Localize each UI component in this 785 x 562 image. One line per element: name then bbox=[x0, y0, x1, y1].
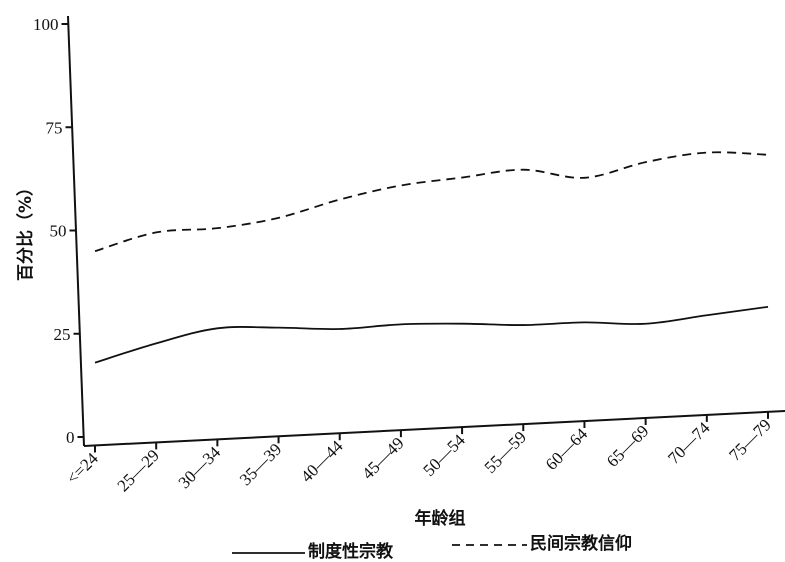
x-tick-label: <=24 bbox=[63, 448, 102, 487]
x-tick-label: 50—54 bbox=[419, 430, 469, 480]
x-axis-label: 年龄组 bbox=[415, 508, 466, 529]
y-tick-label: 0 bbox=[66, 428, 75, 447]
x-tick-label: 25—29 bbox=[114, 446, 163, 495]
y-tick-label: 25 bbox=[54, 325, 71, 344]
y-tick-label: 100 bbox=[33, 15, 59, 34]
x-tick-label: 40—44 bbox=[297, 436, 347, 486]
x-tick-label: 75—79 bbox=[725, 415, 774, 464]
x-tick-label: 35—39 bbox=[236, 440, 285, 489]
legend-label-institutional: 制度性宗教 bbox=[308, 541, 394, 562]
x-tick-label: 30—34 bbox=[175, 442, 225, 492]
x-tick-label: 60—64 bbox=[542, 424, 592, 474]
x-tick-label: 70—74 bbox=[664, 418, 714, 468]
series-line-folk bbox=[94, 151, 769, 253]
x-tick-label: 45—49 bbox=[358, 434, 407, 483]
legend-label-folk: 民间宗教信仰 bbox=[530, 533, 632, 554]
y-axis: 0 25 50 75 100 bbox=[33, 15, 85, 447]
x-axis: <=24 25—29 30—34 35—39 40—44 45—49 50—54 55—59 6… bbox=[63, 410, 785, 495]
x-tick-label: 65—69 bbox=[603, 421, 652, 470]
y-axis-label: 百分比（%） bbox=[15, 179, 36, 281]
y-tick-label: 50 bbox=[50, 222, 67, 241]
x-ticks: <=24 25—29 30—34 35—39 40—44 45—49 50—54 55—59 6… bbox=[63, 411, 775, 495]
x-tick-label: 55—59 bbox=[481, 427, 530, 476]
legend: 制度性宗教 民间宗教信仰 bbox=[232, 533, 632, 562]
x-axis-line bbox=[83, 410, 785, 447]
y-ticks: 0 25 50 75 100 bbox=[33, 15, 85, 447]
y-tick-label: 75 bbox=[46, 118, 63, 137]
series-line-institutional bbox=[94, 305, 769, 364]
series-group bbox=[94, 151, 769, 364]
